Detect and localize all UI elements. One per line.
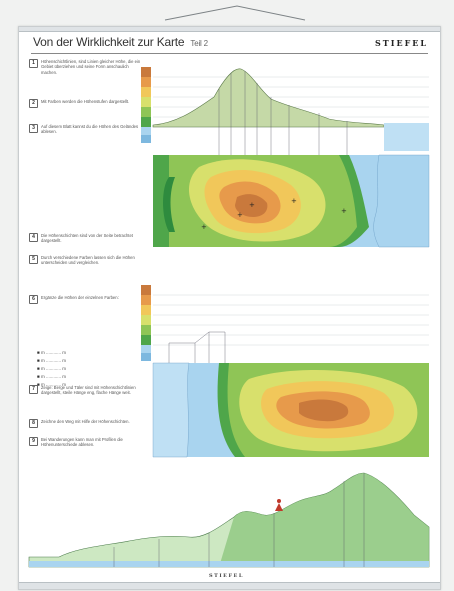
task-1: 1 Höhenschichtlinien, sind Linien gleiche… <box>29 59 143 75</box>
hanger-graphic <box>164 5 306 21</box>
task-4: 4 Die Höhenschichten sind von der Seite b… <box>29 233 143 244</box>
task-text: Auf diesem Blatt kannst du die Höhen des… <box>41 124 139 135</box>
task-number: 2 <box>29 99 38 108</box>
subtitle-text: Teil 2 <box>190 39 208 48</box>
fill-in-list: ■ m ............ m ■ m ............ m ■ … <box>37 349 66 389</box>
middle-contour-map <box>152 362 429 458</box>
task-number: 9 <box>29 437 38 446</box>
task-text: Ergänze die Höhen der einzelnen Farben: <box>41 295 119 300</box>
task-text: Zeige: Berge und Täler sind mit Höhensch… <box>41 385 136 396</box>
top-profile <box>141 67 429 217</box>
task-number: 7 <box>29 385 38 394</box>
title-rule <box>31 53 428 54</box>
map-markers: + + + + + <box>201 197 347 231</box>
task-text: Die Höhenschichten sind von der Seite be… <box>41 233 133 244</box>
height-scale-top <box>141 67 151 143</box>
task-number: 8 <box>29 419 38 428</box>
bottom-landscape <box>28 472 430 568</box>
svg-text:+: + <box>341 207 347 215</box>
svg-text:+: + <box>237 211 243 219</box>
task-text: Mit Farben werden die Höhenstufen darges… <box>41 99 130 104</box>
poster: Von der Wirklichkeit zur Karte Teil 2 STI… <box>18 26 441 590</box>
brand-logo: STIEFEL <box>375 38 428 48</box>
poster-top-rod <box>19 27 440 32</box>
climber-icon <box>275 499 283 511</box>
height-scale-middle <box>141 285 151 361</box>
task-text: Höhenschichtlinien, sind Linien gleicher… <box>41 59 141 75</box>
mountain-profile <box>152 68 385 128</box>
fill-row: ■ m ............ m <box>37 358 66 363</box>
task-6: 6 Ergänze die Höhen der einzelnen Farben: <box>29 295 143 304</box>
svg-text:+: + <box>291 197 297 205</box>
title-text: Von der Wirklichkeit zur Karte <box>33 35 185 49</box>
task-5: 5 Durch verschiedene Farben lassen sich d… <box>29 255 143 266</box>
brand-bottom: STIEFEL <box>209 573 244 579</box>
lake-profile <box>384 123 429 151</box>
task-8: 8 Zeichne den Weg mit Hilfe der Höhenschi… <box>29 419 143 428</box>
top-contour-map: + + + + + <box>153 154 430 248</box>
poster-title: Von der Wirklichkeit zur Karte Teil 2 <box>33 35 208 49</box>
task-text: Durch verschiedene Farben lassen sich di… <box>41 255 135 266</box>
profile-markers <box>113 473 365 567</box>
task-text: Zeichne den Weg mit Hilfe der Höhenschic… <box>41 419 130 424</box>
task-number: 1 <box>29 59 38 68</box>
task-7: 7 Zeige: Berge und Täler sind mit Höhensc… <box>29 385 143 396</box>
fill-row: ■ m ............ m <box>37 350 66 355</box>
fill-row: ■ m ............ m <box>37 366 66 371</box>
task-number: 4 <box>29 233 38 242</box>
poster-bottom-rod <box>19 582 440 589</box>
task-number: 6 <box>29 295 38 304</box>
task-3: 3 Auf diesem Blatt kannst du die Höhen de… <box>29 124 143 135</box>
middle-profile <box>141 285 429 377</box>
fill-row: ■ m ............ m <box>37 382 66 387</box>
task-number: 5 <box>29 255 38 264</box>
task-number: 3 <box>29 124 38 133</box>
task-text: Bei Wanderungen kann man mit Profilen di… <box>41 437 123 448</box>
task-2: 2 Mit Farben werden die Höhenstufen darge… <box>29 99 143 108</box>
svg-text:+: + <box>201 223 207 231</box>
svg-text:+: + <box>249 201 255 209</box>
task-9: 9 Bei Wanderungen kann man mit Profilen d… <box>29 437 143 448</box>
poster-graphics: + + + + + <box>28 67 430 568</box>
fill-row: ■ m ............ m <box>37 374 66 379</box>
